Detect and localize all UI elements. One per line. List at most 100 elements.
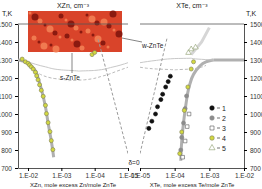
point: [166, 80, 170, 84]
curve: [98, 38, 128, 153]
point: [93, 50, 97, 54]
point: [159, 98, 163, 102]
inset-grain: [38, 19, 43, 24]
legend-label: 2: [222, 115, 226, 122]
inset-grain: [101, 41, 106, 46]
inset-grain: [101, 19, 108, 26]
x-axis: 1.E-051.E-041.E-031.E-02: [131, 168, 255, 179]
inset-grain: [59, 14, 64, 19]
point: [41, 94, 45, 98]
curve: [18, 60, 54, 157]
point: [183, 139, 187, 143]
point: [182, 108, 186, 112]
inset-grain: [89, 16, 96, 23]
tick-mark: [244, 78, 247, 79]
inset-grain: [92, 34, 95, 37]
chart: 1.E-021.E-031.E-041.E-057008009001000110…: [0, 0, 262, 189]
inset-grain: [95, 21, 100, 26]
y-axis-title: T,K: [2, 10, 12, 17]
tick-mark: [15, 150, 18, 151]
tick-mark: [244, 150, 247, 151]
inset-background: [28, 11, 122, 52]
point: [180, 135, 184, 139]
annotation: δ=0: [128, 159, 139, 166]
point: [168, 74, 172, 78]
point: [181, 121, 185, 125]
inset-grain: [74, 26, 79, 31]
point: [49, 139, 53, 143]
tick-label: 900: [250, 129, 261, 136]
point: [186, 85, 190, 89]
legend-dash: [217, 118, 220, 119]
tick-mark: [15, 24, 18, 25]
legend-marker: [210, 126, 214, 130]
point: [150, 119, 154, 123]
inset-grain: [80, 46, 85, 51]
y-tick: 700: [244, 165, 261, 172]
tick-label: 1.E-04: [86, 172, 106, 179]
tick-mark: [140, 168, 141, 171]
y-tick: 1000: [0, 111, 18, 118]
curve: [35, 67, 128, 81]
point: [189, 67, 193, 71]
inset-photo: [28, 11, 123, 53]
x-tick: 1.E-04: [86, 168, 106, 179]
tick-label: 1500: [0, 21, 12, 28]
curve: [28, 62, 128, 71]
x-tick: 1.E-02: [19, 168, 39, 179]
tick-mark: [244, 96, 247, 97]
point: [46, 121, 50, 125]
legend-marker: [210, 106, 215, 111]
y-tick: 1100: [244, 93, 262, 100]
tick-label: 900: [1, 129, 12, 136]
point: [180, 130, 184, 134]
point: [178, 152, 182, 156]
legend-marker: [210, 136, 215, 141]
tick-label: 1400: [0, 39, 12, 46]
y-tick: 1400: [244, 39, 262, 46]
point: [38, 83, 42, 87]
annotation: w-ZnTe: [141, 42, 164, 49]
point: [161, 92, 165, 96]
y-tick: 1500: [244, 21, 262, 28]
tick-mark: [244, 114, 247, 115]
tick-label: 1.E-03: [52, 172, 72, 179]
legend-dash: [217, 128, 220, 129]
legend: 12345: [209, 105, 226, 152]
inset-grain: [113, 29, 116, 32]
axis-line: [141, 168, 245, 169]
tick-label: 1400: [250, 39, 262, 46]
plot-area: [140, 28, 244, 161]
inset-grain: [59, 36, 62, 39]
point: [155, 105, 159, 109]
inset-grain: [53, 46, 60, 53]
tick-mark: [244, 60, 247, 61]
point: [44, 112, 48, 116]
legend-dash: [217, 148, 220, 149]
inset-grain: [32, 14, 39, 21]
legend-label: 3: [222, 125, 226, 132]
y-tick: 1500: [0, 21, 18, 28]
tick-label: 1100: [0, 93, 12, 100]
legend-label: 4: [222, 135, 226, 142]
tick-mark: [15, 132, 18, 133]
inset-grain: [74, 41, 81, 48]
y-axis-title: T,K: [246, 10, 256, 17]
x-tick: 1.E-04: [166, 168, 186, 179]
y-tick: 1400: [0, 39, 18, 46]
tick-mark: [209, 168, 210, 171]
tick-label: 1.E-03: [200, 172, 220, 179]
tick-mark: [15, 168, 18, 169]
tick-mark: [61, 168, 62, 171]
curve: [140, 65, 206, 70]
y-tick: 1100: [0, 93, 18, 100]
tick-label: 1200: [0, 75, 12, 82]
inset-grain: [65, 34, 70, 39]
tick-mark: [15, 42, 18, 43]
curve: [140, 58, 213, 63]
x-axis-title: XZn, mole excess Zn/mole ZnTe: [30, 182, 117, 188]
legend-label: 1: [222, 105, 226, 112]
frame-top: [18, 24, 128, 25]
point: [185, 94, 189, 98]
point: [35, 74, 39, 78]
